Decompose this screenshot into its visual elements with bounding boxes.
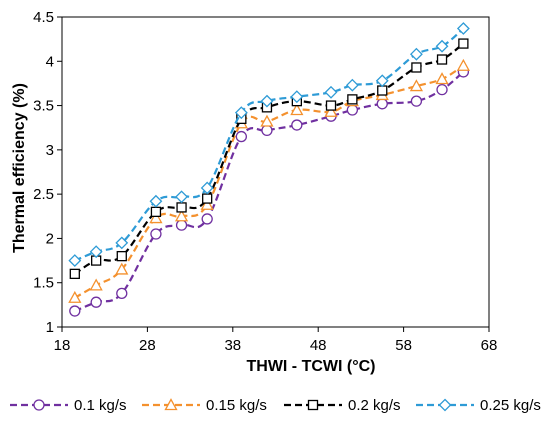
data-point xyxy=(435,39,449,53)
y-tick-label: 2 xyxy=(46,230,54,247)
data-point xyxy=(89,245,103,259)
data-point xyxy=(201,213,213,225)
x-axis-label: THWI - TCWI (°C) xyxy=(246,358,375,375)
legend-item: 0.1 kg/s xyxy=(10,397,127,414)
legend-item: 0.2 kg/s xyxy=(284,397,401,414)
legend-marker xyxy=(307,399,319,411)
data-point xyxy=(347,94,358,105)
data-point xyxy=(175,190,188,204)
data-point xyxy=(325,100,337,111)
series-3 xyxy=(68,22,470,267)
data-point xyxy=(436,83,448,96)
data-point xyxy=(175,219,188,231)
data-point xyxy=(456,22,470,35)
y-tick-label: 4.5 xyxy=(33,9,54,26)
data-point xyxy=(149,211,163,224)
legend: 0.1 kg/s 0.15 kg/s 0.2 kg/s 0.25 kg/s xyxy=(10,397,541,414)
data-point xyxy=(435,72,449,85)
data-point xyxy=(411,62,422,73)
series-line xyxy=(74,42,465,275)
legend-marker xyxy=(164,398,178,411)
legend-marker xyxy=(33,399,45,411)
data-point xyxy=(68,254,82,267)
legend-item: 0.15 kg/s xyxy=(142,397,267,414)
data-point xyxy=(260,114,274,127)
x-tick-label: 48 xyxy=(310,337,327,354)
y-tick-label: 3 xyxy=(46,142,54,159)
data-point xyxy=(116,250,127,262)
legend-label: 0.15 kg/s xyxy=(206,397,267,414)
legend-label: 0.25 kg/s xyxy=(480,397,541,414)
data-point xyxy=(324,104,338,117)
legend-item: 0.25 kg/s xyxy=(416,397,541,414)
series-2 xyxy=(69,38,469,280)
data-point xyxy=(290,90,304,104)
data-point xyxy=(290,103,304,116)
data-point xyxy=(436,54,448,65)
data-point xyxy=(150,206,162,218)
data-point xyxy=(375,74,389,88)
y-tick-label: 1 xyxy=(46,319,54,336)
data-point xyxy=(345,78,359,92)
data-point xyxy=(174,209,189,222)
data-point xyxy=(200,197,214,210)
series-1 xyxy=(68,58,470,303)
legend-marker xyxy=(438,398,452,412)
data-point xyxy=(150,228,162,240)
x-tick-label: 18 xyxy=(54,337,71,354)
data-point xyxy=(261,124,273,137)
data-point xyxy=(234,106,248,120)
y-axis-ticks: 1 1.5 2 2.5 3 3.5 4 4.5 xyxy=(33,9,62,336)
data-point xyxy=(376,98,388,110)
x-tick-label: 38 xyxy=(224,337,241,354)
data-point xyxy=(69,305,81,317)
data-point xyxy=(260,94,274,108)
legend-label: 0.2 kg/s xyxy=(348,397,401,414)
y-tick-label: 4 xyxy=(46,53,54,70)
series-line xyxy=(74,27,465,262)
series-line xyxy=(74,71,465,313)
y-tick-label: 1.5 xyxy=(33,275,54,292)
data-point xyxy=(116,287,128,299)
data-point xyxy=(456,58,470,71)
data-point xyxy=(346,104,359,116)
data-point xyxy=(89,278,103,291)
data-point xyxy=(235,130,247,143)
y-axis-label: Thermal efficiency (%) xyxy=(11,83,28,253)
x-axis-ticks: 18 28 38 48 58 68 xyxy=(54,327,498,354)
data-point xyxy=(291,119,303,131)
data-point xyxy=(409,47,423,61)
data-point xyxy=(410,95,423,107)
x-tick-label: 68 xyxy=(481,337,498,354)
data-point xyxy=(200,181,214,195)
data-point xyxy=(149,194,163,208)
data-point xyxy=(115,236,129,250)
data-point xyxy=(409,79,424,92)
series-group xyxy=(68,22,470,317)
data-point xyxy=(115,262,129,275)
legend-label: 0.1 kg/s xyxy=(74,397,127,414)
axes xyxy=(61,16,490,328)
x-tick-label: 28 xyxy=(139,337,156,354)
plot-border xyxy=(61,16,490,328)
data-point xyxy=(377,85,388,96)
y-tick-label: 2.5 xyxy=(33,186,54,203)
data-point xyxy=(176,202,187,213)
data-point xyxy=(69,268,80,280)
data-point xyxy=(202,193,213,204)
data-point xyxy=(90,296,102,308)
data-point xyxy=(458,38,469,49)
x-tick-label: 58 xyxy=(395,337,412,354)
data-point xyxy=(324,85,338,99)
y-tick-label: 3.5 xyxy=(33,98,54,115)
data-point xyxy=(68,290,82,303)
